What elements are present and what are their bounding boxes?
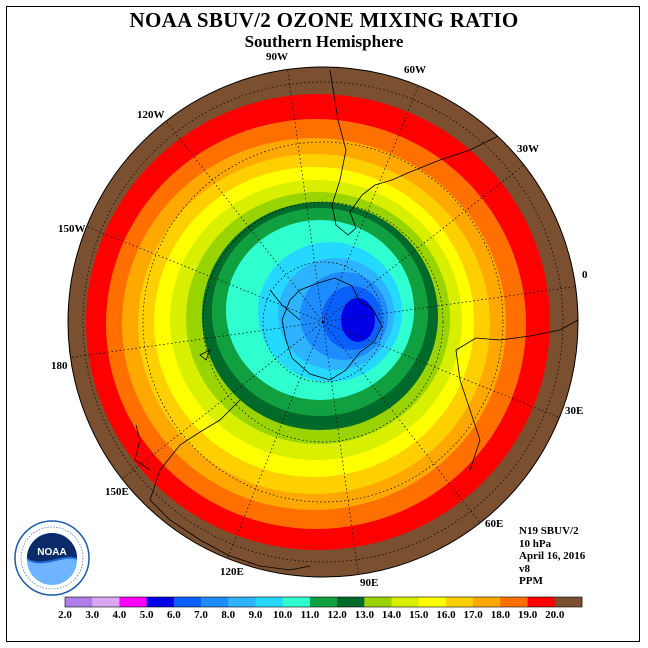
lon-label-60e: 60E bbox=[485, 518, 504, 530]
colorbar-tick-label: 11.0 bbox=[300, 609, 320, 621]
colorbar-tick-label: 13.0 bbox=[354, 609, 374, 621]
latitude-circle bbox=[82, 81, 564, 563]
longitude-line bbox=[68, 321, 324, 359]
latitude-circle bbox=[202, 201, 444, 443]
colorbar-tick-label: 20.0 bbox=[545, 609, 565, 621]
figure-frame bbox=[6, 6, 640, 642]
chart-title: NOAA SBUV/2 OZONE MIXING RATIO bbox=[129, 8, 519, 32]
colorbar-swatch bbox=[473, 597, 501, 607]
lon-label-90e: 90E bbox=[360, 577, 379, 589]
lon-label-120e: 120E bbox=[220, 566, 244, 578]
colorbar-swatch bbox=[201, 597, 229, 607]
colorbar-swatch bbox=[255, 597, 283, 607]
colorbar-tick-label: 15.0 bbox=[409, 609, 429, 621]
lon-label-30w: 30W bbox=[517, 143, 539, 155]
info-instrument: N19 SBUV/2 bbox=[519, 525, 579, 537]
colorbar-tick-label: 12.0 bbox=[327, 609, 347, 621]
map-boundary bbox=[67, 66, 579, 578]
lon-label-120w: 120W bbox=[137, 109, 165, 121]
info-units: PPM bbox=[519, 575, 543, 587]
colorbar-tick-label: 19.0 bbox=[517, 609, 538, 621]
latitude-circle bbox=[262, 261, 384, 383]
noaa-logo: NOAA bbox=[14, 520, 90, 596]
colorbar-swatch bbox=[364, 597, 392, 607]
colorbar-tick-label: 6.0 bbox=[166, 609, 181, 621]
latitude-circle bbox=[142, 141, 504, 503]
lon-label-180: 180 bbox=[51, 360, 68, 372]
colorbar-tick-label: 18.0 bbox=[490, 609, 510, 621]
contour-band bbox=[341, 298, 375, 342]
lon-label-30e: 30E bbox=[565, 405, 584, 417]
colorbar-swatch bbox=[337, 597, 365, 607]
graticule bbox=[68, 67, 578, 577]
colorbar-swatch bbox=[500, 597, 528, 607]
longitude-line bbox=[322, 80, 421, 323]
lon-label-150e: 150E bbox=[105, 486, 129, 498]
info-block: N19 SBUV/2 10 hPa April 16, 2016 v8 PPM bbox=[519, 525, 585, 588]
colorbar-swatch bbox=[119, 597, 147, 607]
info-date: April 16, 2016 bbox=[519, 550, 586, 562]
colorbar-swatch bbox=[391, 597, 420, 607]
colorbar-swatch bbox=[228, 597, 256, 607]
colorbar-tick-label: 17.0 bbox=[463, 609, 483, 621]
colorbar-tick-label: 2.0 bbox=[58, 609, 72, 621]
colorbar-tick-label: 7.0 bbox=[194, 609, 208, 621]
colorbar-tick-label: 4.0 bbox=[112, 609, 127, 621]
logo-text: NOAA bbox=[37, 547, 66, 558]
longitude-line bbox=[322, 285, 578, 323]
colorbar-swatch bbox=[309, 597, 338, 607]
longitude-line bbox=[162, 116, 324, 323]
colorbar-tick-label: 8.0 bbox=[221, 609, 236, 621]
colorbar-tick-label: 10.0 bbox=[273, 609, 293, 621]
longitude-line bbox=[322, 321, 565, 420]
colorbar-tick-label: 9.0 bbox=[248, 609, 263, 621]
colorbar-swatch bbox=[527, 597, 556, 607]
colorbar-tick-label: 5.0 bbox=[139, 609, 154, 621]
colorbar-tick-label: 16.0 bbox=[436, 609, 456, 621]
colorbar-outline bbox=[64, 596, 583, 608]
colorbar-swatch bbox=[146, 597, 175, 607]
colorbar-tick-label: 14.0 bbox=[381, 609, 402, 621]
colorbar-swatch bbox=[445, 597, 474, 607]
colorbar-swatch bbox=[282, 597, 311, 607]
longitude-line bbox=[322, 321, 484, 528]
longitude-line bbox=[225, 321, 324, 564]
colorbar-swatch bbox=[173, 597, 202, 607]
lon-label-90w: 90W bbox=[266, 51, 288, 63]
colorbar-swatch bbox=[92, 597, 120, 607]
lon-label-150w: 150W bbox=[58, 223, 86, 235]
info-pressure: 10 hPa bbox=[519, 537, 552, 550]
longitude-line bbox=[117, 321, 324, 483]
lon-label-60w: 60W bbox=[404, 64, 426, 76]
chart-subtitle: Southern Hemisphere bbox=[244, 32, 404, 51]
colorbar bbox=[64, 596, 583, 608]
longitude-line bbox=[322, 321, 360, 577]
colorbar-tick-label: 3.0 bbox=[85, 609, 100, 621]
lon-label-0: 0 bbox=[582, 269, 588, 281]
longitude-line bbox=[322, 161, 529, 323]
coastlines bbox=[134, 69, 578, 571]
colorbar-swatch bbox=[554, 597, 583, 607]
info-version: v8 bbox=[519, 562, 530, 575]
longitude-line bbox=[81, 224, 324, 323]
colorbar-swatch bbox=[65, 597, 93, 607]
longitude-line bbox=[286, 67, 324, 323]
colorbar-swatch bbox=[418, 597, 447, 607]
